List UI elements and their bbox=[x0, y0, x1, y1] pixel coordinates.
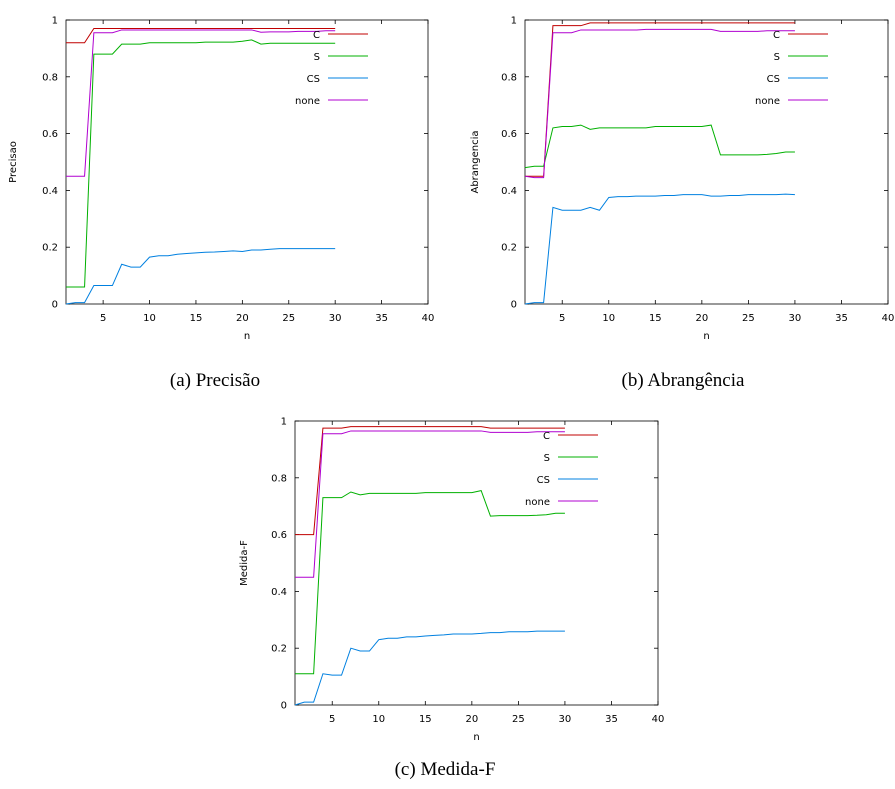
plot-frame bbox=[524, 19, 889, 305]
x-tick-label: 15 bbox=[190, 313, 203, 324]
y-tick-label: 0.4 bbox=[271, 587, 287, 598]
y-tick-label: 0 bbox=[52, 300, 58, 311]
series-line-C bbox=[295, 426, 565, 536]
y-tick-label: 1 bbox=[52, 16, 58, 27]
legend-label-CS: CS bbox=[307, 74, 320, 85]
x-tick-label: 30 bbox=[329, 313, 342, 324]
y-tick-label: 0.6 bbox=[501, 129, 517, 140]
y-tick-label: 0 bbox=[281, 701, 287, 712]
x-tick-label: 20 bbox=[695, 313, 708, 324]
plot-frame bbox=[294, 420, 659, 706]
y-tick-label: 0.6 bbox=[42, 129, 58, 140]
x-tick-label: 5 bbox=[100, 313, 106, 324]
x-axis-label: n bbox=[473, 732, 479, 743]
chart-panel-2: 00.20.40.60.815 10 15 20 25 30 35 40nMedida-FCS… bbox=[239, 417, 664, 781]
x-tick-label: 15 bbox=[419, 714, 432, 725]
plot-frame bbox=[65, 19, 429, 305]
chart-caption: (b) Abrangência bbox=[622, 370, 745, 391]
legend-label-none: none bbox=[755, 96, 780, 107]
x-tick-label: 35 bbox=[375, 313, 388, 324]
x-tick-label: 35 bbox=[835, 313, 848, 324]
x-tick-label: 20 bbox=[465, 714, 478, 725]
y-tick-label: 0.4 bbox=[42, 186, 58, 197]
y-tick-label: 0 bbox=[511, 300, 517, 311]
legend-label-C: C bbox=[313, 30, 320, 41]
x-tick-label: 10 bbox=[372, 714, 385, 725]
x-axis-label: n bbox=[703, 331, 709, 342]
x-tick-label: 25 bbox=[282, 313, 295, 324]
x-tick-label: 25 bbox=[512, 714, 525, 725]
legend-label-C: C bbox=[773, 30, 780, 41]
chart-panel-0: 00.20.40.60.815 10 15 20 25 30 35 40nPrecisaoCS… bbox=[8, 16, 434, 392]
series-line-C bbox=[66, 28, 336, 44]
series-line-C bbox=[525, 22, 795, 177]
y-tick-label: 1 bbox=[281, 417, 287, 428]
y-tick-label: 0.8 bbox=[271, 473, 287, 484]
x-tick-label: 15 bbox=[649, 313, 662, 324]
chart-caption: (c) Medida-F bbox=[395, 759, 496, 780]
series-line-none bbox=[295, 430, 565, 578]
x-tick-label: 40 bbox=[882, 313, 895, 324]
legend-label-CS: CS bbox=[767, 74, 780, 85]
y-tick-label: 0.6 bbox=[271, 530, 287, 541]
y-axis-label: Medida-F bbox=[239, 540, 250, 586]
series-line-CS bbox=[65, 248, 336, 305]
legend-label-S: S bbox=[544, 453, 550, 464]
series-line-CS bbox=[294, 630, 565, 706]
y-tick-label: 1 bbox=[511, 16, 517, 27]
y-tick-label: 0.2 bbox=[271, 644, 287, 655]
x-tick-label: 30 bbox=[789, 313, 802, 324]
legend-label-none: none bbox=[295, 96, 320, 107]
x-tick-label: 25 bbox=[742, 313, 755, 324]
y-axis-label: Abrangencia bbox=[470, 130, 481, 193]
series-line-S bbox=[295, 490, 565, 675]
y-tick-label: 0.8 bbox=[501, 72, 517, 83]
x-tick-label: 5 bbox=[559, 313, 565, 324]
series-line-CS bbox=[524, 193, 795, 305]
legend-label-S: S bbox=[774, 52, 780, 63]
x-axis-label: n bbox=[244, 331, 250, 342]
x-tick-label: 5 bbox=[329, 714, 335, 725]
y-tick-label: 0.2 bbox=[501, 243, 517, 254]
legend-label-CS: CS bbox=[537, 475, 550, 486]
x-tick-label: 10 bbox=[602, 313, 615, 324]
x-tick-label: 30 bbox=[559, 714, 572, 725]
series-line-none bbox=[524, 28, 795, 179]
x-tick-label: 40 bbox=[422, 313, 435, 324]
chart-caption: (a) Precisão bbox=[170, 370, 260, 391]
y-axis-label: Precisao bbox=[8, 141, 19, 183]
x-tick-label: 10 bbox=[143, 313, 156, 324]
chart-panel-1: 00.20.40.60.815 10 15 20 25 30 35 40nAbrangenci… bbox=[470, 16, 894, 392]
legend-label-none: none bbox=[525, 497, 550, 508]
series-line-S bbox=[66, 39, 336, 288]
x-tick-label: 40 bbox=[652, 714, 665, 725]
series-line-S bbox=[524, 124, 795, 169]
y-tick-label: 0.2 bbox=[42, 243, 58, 254]
y-tick-label: 0.4 bbox=[501, 186, 517, 197]
legend-label-S: S bbox=[314, 52, 320, 63]
legend-label-C: C bbox=[543, 431, 550, 442]
x-tick-label: 35 bbox=[605, 714, 618, 725]
x-tick-label: 20 bbox=[236, 313, 249, 324]
series-line-none bbox=[66, 29, 336, 177]
y-tick-label: 0.8 bbox=[42, 72, 58, 83]
